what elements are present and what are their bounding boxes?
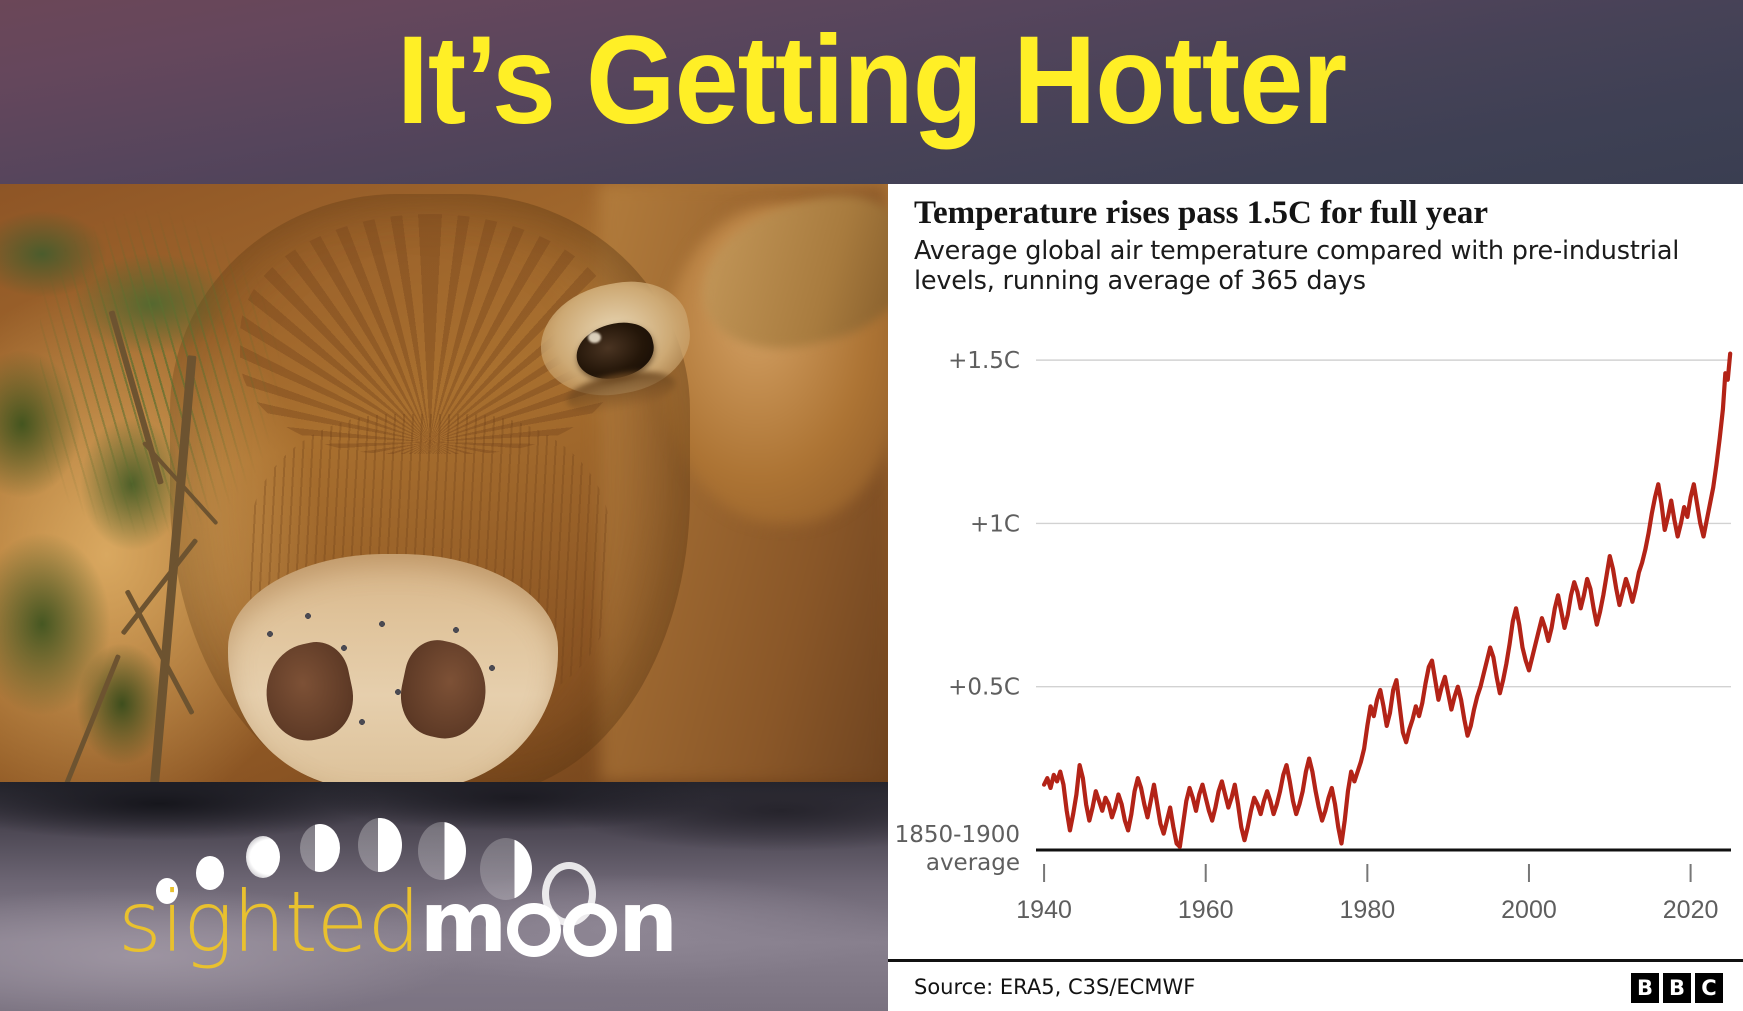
logo-text-n: n [618, 873, 678, 971]
svg-text:+1.5C: +1.5C [948, 348, 1020, 374]
moon-phase-5 [358, 818, 402, 872]
svg-text:1940: 1940 [1016, 896, 1072, 924]
bbc-letter-c: C [1695, 973, 1723, 1003]
shrub-sprigs [40, 184, 300, 604]
bbc-letter-b2: B [1663, 973, 1691, 1003]
moon-phase-4 [300, 824, 340, 872]
chart-footer: Source: ERA5, C3S/ECMWF B B C [888, 959, 1743, 1011]
page-title: It’s Getting Hotter [396, 11, 1347, 150]
chart-plot-area: +1.5C +1C +0.5C 1850-1900 average 1940 1960 198… [888, 304, 1743, 944]
moon-phase-1 [156, 878, 178, 904]
logo-text-sighted: sighted [118, 873, 421, 971]
bbc-letter-b1: B [1631, 973, 1659, 1003]
chart-source: Source: ERA5, C3S/ECMWF [914, 975, 1196, 999]
logo-moon-o-1 [507, 903, 562, 957]
logo-moon-o-2 [563, 903, 618, 957]
svg-text:+1C: +1C [970, 511, 1020, 537]
svg-text:1960: 1960 [1178, 896, 1234, 924]
header-banner: It’s Getting Hotter [0, 0, 1743, 184]
chart-title: Temperature rises pass 1.5C for full yea… [914, 195, 1489, 231]
svg-text:1980: 1980 [1340, 896, 1396, 924]
svg-text:2000: 2000 [1501, 896, 1557, 924]
cow-eye-glint [588, 332, 601, 343]
moon-phase-arc [150, 804, 630, 926]
svg-text:+0.5C: +0.5C [948, 675, 1020, 701]
cow-photo [0, 184, 888, 782]
bbc-logo: B B C [1631, 973, 1723, 1003]
moon-phase-2 [196, 856, 224, 890]
branding-band: sightedm n [0, 782, 888, 1011]
chart-subtitle: Average global air temperature compared … [914, 236, 1680, 296]
moon-phase-3 [246, 836, 280, 878]
logo-text-m: m [419, 873, 508, 971]
svg-text:average: average [926, 850, 1020, 876]
moon-phase-7 [480, 838, 532, 900]
svg-text:2020: 2020 [1663, 896, 1719, 924]
chart-panel: Temperature rises pass 1.5C for full yea… [888, 184, 1743, 1011]
svg-text:1850-1900: 1850-1900 [895, 822, 1020, 848]
moon-phase-6 [418, 822, 466, 880]
sightedmoon-logo: sightedm n [118, 880, 678, 964]
